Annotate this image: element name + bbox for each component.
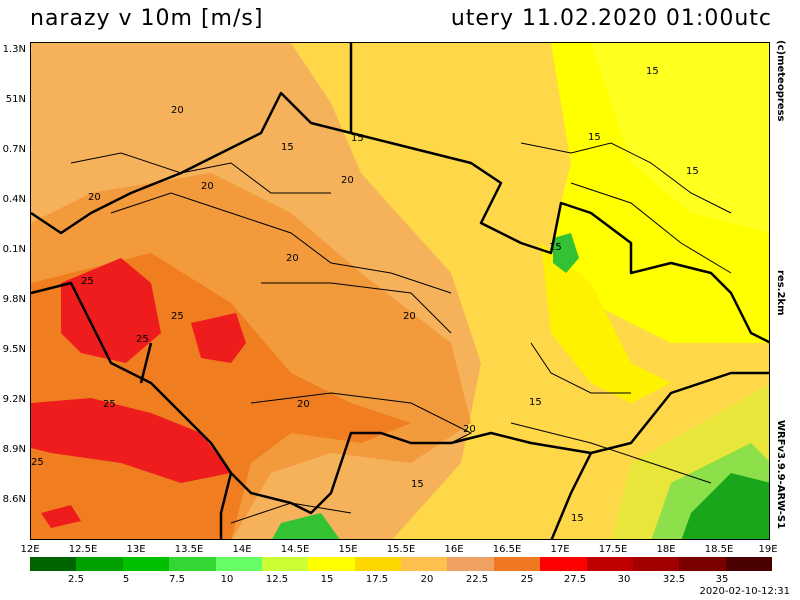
legend-swatch [447, 557, 494, 571]
legend-label: 5 [122, 574, 130, 585]
legend-swatch [679, 557, 726, 571]
contour-label: 25 [81, 276, 94, 287]
wind-gust-map: 15 15 15 15 15 15 15 15 15 20 20 20 20 2… [30, 42, 770, 540]
contour-label: 15 [529, 397, 542, 408]
lat-label: 0.4N [2, 194, 26, 205]
lon-label: 18.5E [704, 544, 734, 555]
model-label: WRFv3.9.9-ARW-S1 [775, 420, 786, 530]
lat-label: 8.6N [2, 494, 26, 505]
legend-label: 10 [220, 574, 234, 585]
legend-label: 25 [520, 574, 534, 585]
contour-label: 25 [103, 399, 116, 410]
lat-label: 8.9N [2, 444, 26, 455]
contour-label: 25 [136, 334, 149, 345]
valid-time: utery 11.02.2020 01:00utc [450, 6, 772, 31]
lon-label: 19E [758, 544, 778, 555]
lat-label: 51N [5, 94, 26, 105]
legend-swatch [632, 557, 680, 571]
contour-label: 15 [549, 242, 562, 253]
legend-label: 20 [420, 574, 434, 585]
lat-label: 0.7N [2, 144, 26, 155]
contour-label: 15 [281, 142, 294, 153]
lon-label: 15E [338, 544, 358, 555]
legend-label: 12.5 [265, 574, 289, 585]
contour-label: 15 [588, 132, 601, 143]
legend-label: 30 [617, 574, 631, 585]
contour-label: 20 [403, 311, 416, 322]
map-canvas: 15 15 15 15 15 15 15 15 15 20 20 20 20 2… [31, 43, 769, 539]
legend-swatch [354, 557, 401, 571]
lon-label: 13.5E [174, 544, 204, 555]
legend-swatch [122, 557, 170, 571]
lon-label: 13E [126, 544, 146, 555]
lon-label: 15.5E [386, 544, 416, 555]
legend-swatch [215, 557, 262, 571]
contour-label: 25 [171, 311, 184, 322]
contour-label: 20 [286, 253, 299, 264]
run-timestamp: 2020-02-10-12:31 [699, 586, 790, 597]
legend-swatch [169, 557, 216, 571]
legend-swatch [586, 557, 633, 571]
legend-swatch [401, 557, 448, 571]
contour-label: 20 [201, 181, 214, 192]
legend-swatch [540, 557, 587, 571]
legend-label: 17.5 [365, 574, 389, 585]
legend-label: 35 [715, 574, 729, 585]
contour-label: 20 [463, 424, 476, 435]
lon-label: 14.5E [280, 544, 310, 555]
contour-label: 15 [411, 479, 424, 490]
lon-label: 17.5E [598, 544, 628, 555]
contour-label: 25 [31, 457, 44, 468]
lon-label: 16.5E [492, 544, 522, 555]
lon-label: 16E [444, 544, 464, 555]
legend-label: 7.5 [169, 574, 185, 585]
credit-label: (c)meteopress [775, 40, 786, 122]
lat-label: 9.5N [2, 344, 26, 355]
legend-swatch [261, 557, 309, 571]
legend-swatch [76, 557, 123, 571]
legend-swatch [308, 557, 355, 571]
lon-label: 12.5E [68, 544, 98, 555]
legend-label: 2.5 [68, 574, 84, 585]
lon-label: 18E [656, 544, 676, 555]
lon-label: 12E [20, 544, 40, 555]
contour-label: 15 [686, 166, 699, 177]
legend-swatch [725, 557, 772, 571]
map-title: narazy v 10m [m/s] [30, 6, 264, 31]
lat-label: 9.2N [2, 394, 26, 405]
lon-label: 17E [550, 544, 570, 555]
contour-label: 20 [171, 105, 184, 116]
legend-swatch [493, 557, 541, 571]
lat-label: 9.8N [2, 294, 26, 305]
legend-label: 15 [320, 574, 334, 585]
lat-label: 0.1N [2, 244, 26, 255]
color-scale-legend [30, 557, 772, 571]
contour-label: 15 [351, 133, 364, 144]
legend-swatch [30, 557, 77, 571]
legend-label: 32.5 [662, 574, 686, 585]
contour-label: 15 [646, 66, 659, 77]
legend-label: 27.5 [563, 574, 587, 585]
contour-label: 20 [341, 175, 354, 186]
contour-label: 20 [88, 192, 101, 203]
legend-label: 22.5 [465, 574, 489, 585]
contour-label: 15 [571, 513, 584, 524]
lon-label: 14E [232, 544, 252, 555]
lat-label: 1.3N [2, 44, 26, 55]
resolution-label: res.2km [775, 270, 786, 316]
contour-label: 20 [297, 399, 310, 410]
